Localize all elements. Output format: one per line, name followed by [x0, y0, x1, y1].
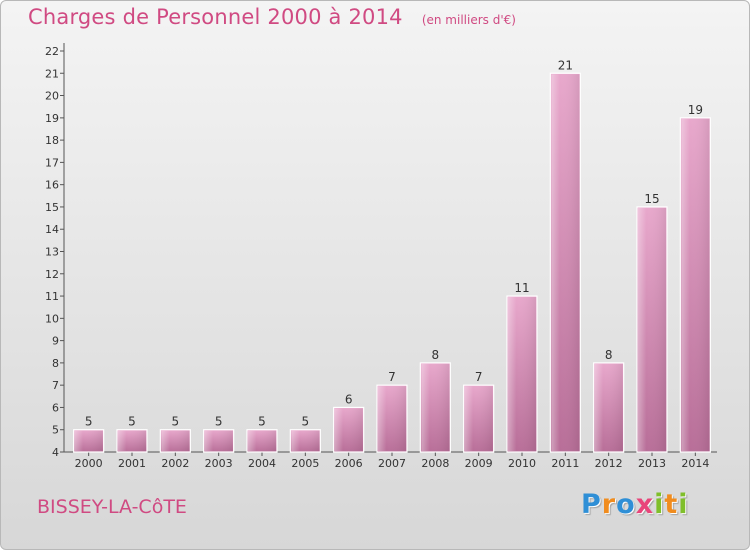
- bar-value-label: 11: [514, 281, 529, 295]
- y-tick-label: 21: [45, 67, 59, 80]
- x-tick-label: 2005: [291, 457, 319, 470]
- proxiti-logo: Proxiti: [581, 489, 689, 520]
- axes: 4 5 6 7 8 9 10 11 12 13 14 15 16 17 18 19 20 21 22 2000 2001…: [45, 43, 717, 470]
- bar-value-label: 5: [172, 415, 180, 429]
- bar-value-label: 5: [302, 415, 310, 429]
- y-tick-label: 18: [45, 134, 59, 147]
- bar-shade: [334, 408, 363, 451]
- x-tick-label: 2003: [205, 457, 233, 470]
- y-tick-label: 8: [52, 357, 59, 370]
- bar-value-label: 15: [644, 192, 659, 206]
- chart-title: Charges de Personnel 2000 à 2014: [28, 5, 403, 29]
- x-tick-label: 2006: [335, 457, 363, 470]
- bar-shade: [204, 430, 233, 451]
- y-tick-label: 22: [45, 45, 59, 58]
- bar-value-label: 5: [258, 415, 266, 429]
- x-tick-label: 2013: [638, 457, 666, 470]
- bar-shade: [74, 430, 103, 451]
- y-tick-label: 13: [45, 246, 59, 259]
- title-block: Charges de Personnel 2000 à 2014 (en mil…: [28, 5, 516, 29]
- commune-name: BISSEY-LA-CôTE: [37, 496, 187, 518]
- bar-value-label: 5: [215, 415, 223, 429]
- bar-shade: [464, 386, 493, 451]
- x-tick-label: 2007: [378, 457, 406, 470]
- logo-letter: P: [581, 489, 602, 520]
- logo-letter: i: [654, 489, 665, 520]
- x-tick-label: 2000: [75, 457, 103, 470]
- y-tick-label: 15: [45, 201, 59, 214]
- logo-letter: t: [664, 489, 679, 520]
- bar-shade: [421, 363, 450, 451]
- chart-unit: (en milliers d'€): [421, 13, 516, 27]
- logo-letter: r: [601, 489, 617, 520]
- bar-shade: [378, 386, 406, 451]
- bar-shade: [594, 363, 623, 451]
- logo-letter: i: [678, 489, 689, 520]
- y-tick-label: 6: [52, 401, 59, 414]
- y-tick-label: 20: [45, 90, 59, 103]
- x-tick-label: 2001: [118, 457, 146, 470]
- y-tick-label: 5: [52, 424, 59, 437]
- bars: [73, 72, 711, 453]
- y-tick-label: 11: [45, 290, 59, 303]
- bar-value-label: 19: [688, 103, 703, 117]
- labels: 5 5 5 5 5 5 6 7 8 7 11 21 8 15 19: [85, 58, 703, 428]
- bar-value-label: 8: [432, 348, 440, 362]
- bar-shade: [551, 74, 580, 452]
- y-tick-label: 14: [45, 223, 59, 236]
- x-tick-label: 2008: [421, 457, 449, 470]
- bar-shade: [508, 297, 536, 451]
- bar-value-label: 5: [128, 415, 136, 429]
- y-tick-label: 16: [45, 179, 59, 192]
- x-tick-label: 2010: [508, 457, 536, 470]
- bar-value-label: 5: [85, 415, 93, 429]
- y-tick-label: 9: [52, 335, 59, 348]
- y-tick-label: 17: [45, 156, 59, 169]
- logo-letter: x: [635, 489, 655, 520]
- y-tick-label: 10: [45, 312, 59, 325]
- bar-value-label: 21: [558, 58, 573, 72]
- x-tick-label: 2014: [681, 457, 709, 470]
- bar-shade: [118, 430, 146, 451]
- y-tick-label: 19: [45, 112, 59, 125]
- x-tick-label: 2002: [161, 457, 189, 470]
- y-tick-label: 7: [52, 379, 59, 392]
- bar-shade: [248, 430, 276, 451]
- y-tick-label: 4: [52, 446, 59, 459]
- bar-shade: [161, 430, 190, 451]
- y-tick-label: 12: [45, 268, 59, 281]
- bar-value-label: 6: [345, 392, 353, 406]
- bar-shade: [291, 430, 320, 451]
- x-tick-label: 2012: [595, 457, 623, 470]
- bar-value-label: 8: [605, 348, 613, 362]
- bar-value-label: 7: [388, 370, 396, 384]
- logo-letter: o: [616, 489, 636, 520]
- bar-shade: [638, 207, 666, 451]
- x-tick-label: 2009: [465, 457, 493, 470]
- bar-shade: [681, 118, 710, 451]
- x-tick-label: 2004: [248, 457, 276, 470]
- bar-value-label: 7: [475, 370, 483, 384]
- x-tick-label: 2011: [551, 457, 579, 470]
